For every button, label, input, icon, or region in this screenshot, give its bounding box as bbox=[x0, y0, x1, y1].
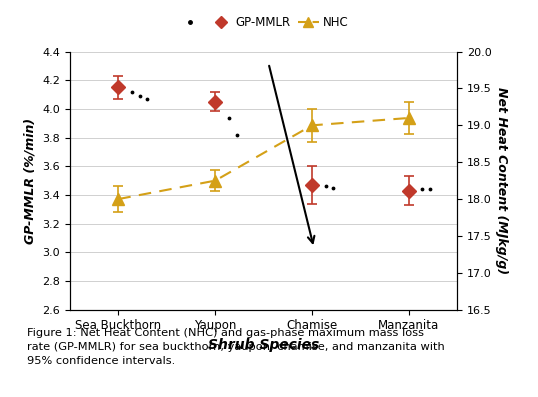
Y-axis label: Net Heat Content (MJkg/g): Net Heat Content (MJkg/g) bbox=[495, 87, 508, 274]
Text: Figure 1: Net Heat Content (NHC) and gas-phase maximum mass loss
rate (GP-MMLR) : Figure 1: Net Heat Content (NHC) and gas… bbox=[27, 328, 444, 366]
Y-axis label: GP-MMLR (%/min): GP-MMLR (%/min) bbox=[24, 118, 37, 244]
X-axis label: Shrub Species: Shrub Species bbox=[208, 338, 319, 352]
Legend: , GP-MMLR, NHC: , GP-MMLR, NHC bbox=[174, 11, 353, 33]
